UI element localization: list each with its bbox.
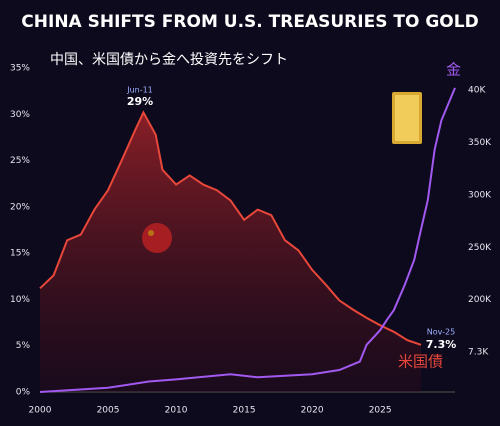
annotation: 29% xyxy=(127,95,153,108)
x-tick-label: 2025 xyxy=(369,406,392,416)
chart-title: CHINA SHIFTS FROM U.S. TREASURIES TO GOL… xyxy=(21,12,478,32)
y-tick-label: 30% xyxy=(10,110,30,120)
y-tick-label: 10% xyxy=(10,295,30,305)
annotation: Nov-25 xyxy=(427,328,455,337)
y2-tick-label: 7.3K xyxy=(468,348,489,358)
x-tick-label: 2015 xyxy=(233,406,256,416)
y2-tick-label: 350K xyxy=(468,138,492,148)
annotation: Jun-11 xyxy=(126,86,153,95)
y-tick-label: 20% xyxy=(10,202,30,212)
annotation: 7.3% xyxy=(426,338,457,351)
y2-tick-label: 200K xyxy=(468,295,492,305)
series-label: 金 xyxy=(446,61,461,79)
y-tick-label: 25% xyxy=(10,156,30,166)
y-tick-label: 35% xyxy=(10,64,30,74)
series-line xyxy=(39,110,422,346)
x-tick-label: 2010 xyxy=(165,406,188,416)
y2-tick-label: 40K xyxy=(468,86,486,96)
y-tick-label: 0% xyxy=(16,388,31,398)
x-tick-label: 2005 xyxy=(97,406,120,416)
chart-subtitle: 中国、米国債から金へ投資先をシフト xyxy=(50,52,288,68)
series-line xyxy=(39,87,456,393)
x-tick-label: 2020 xyxy=(301,406,324,416)
y2-tick-label: 300K xyxy=(468,190,492,200)
x-tick-label: 2000 xyxy=(29,406,52,416)
y-tick-label: 5% xyxy=(16,341,31,351)
y2-tick-label: 250K xyxy=(468,243,492,253)
y-tick-label: 15% xyxy=(10,249,30,259)
gold-bar xyxy=(392,92,422,144)
area xyxy=(40,112,421,393)
series-label: 米国債 xyxy=(398,353,443,371)
